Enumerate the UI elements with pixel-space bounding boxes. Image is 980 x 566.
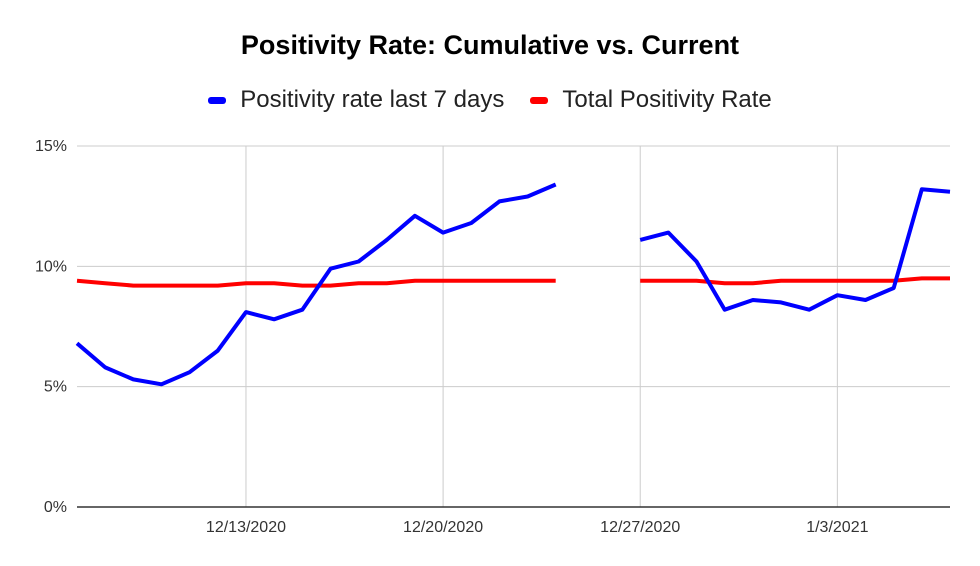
x-tick-label: 12/13/2020 (206, 519, 286, 536)
legend-label-total-positivity: Total Positivity Rate (562, 86, 772, 113)
x-tick-label: 12/20/2020 (403, 519, 483, 536)
series-line-total-positivity-segment-2 (640, 276, 950, 286)
legend-swatch-blue (208, 96, 227, 104)
legend-swatch-red (530, 96, 549, 104)
y-tick-label: 0% (44, 499, 67, 516)
x-tick-label: 1/3/2021 (806, 519, 868, 536)
y-tick-label: 15% (35, 138, 67, 155)
series-line-positivity-7-days-segment-1 (75, 182, 557, 387)
legend-item-positivity-7-days: Positivity rate last 7 days (208, 86, 504, 114)
series-line-positivity-7-days-segment-2 (639, 187, 951, 312)
legend-label-positivity-7-days: Positivity rate last 7 days (240, 86, 505, 113)
y-tick-label: 5% (44, 379, 67, 396)
chart-title: Positivity Rate: Cumulative vs. Current (240, 30, 740, 60)
x-tick-label: 12/27/2020 (600, 519, 680, 536)
legend-item-total-positivity: Total Positivity Rate (530, 86, 772, 114)
series-line-total-positivity-segment-1 (76, 278, 556, 288)
y-tick-label: 10% (35, 258, 67, 275)
legend: Positivity rate last 7 days Total Positi… (0, 86, 980, 114)
